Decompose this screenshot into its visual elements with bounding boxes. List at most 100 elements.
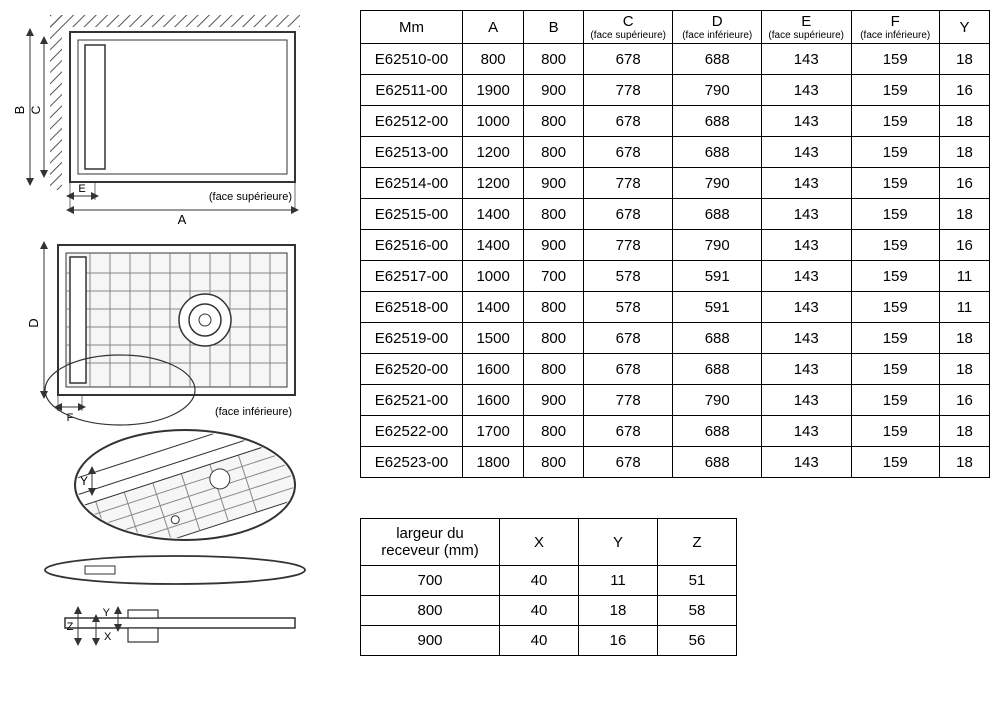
- table-cell: E62520-00: [361, 354, 463, 385]
- table-cell: 159: [851, 75, 939, 106]
- label-face-sup: (face supérieure): [209, 191, 292, 203]
- table-cell: 159: [851, 416, 939, 447]
- dim-F: F: [67, 412, 74, 424]
- table-cell: 790: [673, 75, 761, 106]
- table-row: 700401151: [361, 566, 737, 596]
- small-col-header: Z: [658, 519, 737, 566]
- table-cell: 143: [761, 199, 851, 230]
- table-cell: 159: [851, 323, 939, 354]
- table-cell: 1400: [462, 230, 523, 261]
- table-cell: 1000: [462, 261, 523, 292]
- table-row: E62516-00140090077879014315916: [361, 230, 990, 261]
- table-cell: 800: [524, 292, 584, 323]
- table-row: 800401858: [361, 596, 737, 626]
- table-cell: 688: [673, 44, 761, 75]
- table-cell: 800: [524, 137, 584, 168]
- table-cell: 159: [851, 354, 939, 385]
- table-cell: 688: [673, 323, 761, 354]
- table-cell: 1200: [462, 168, 523, 199]
- table-cell: 800: [524, 416, 584, 447]
- table-cell: 18: [939, 137, 989, 168]
- table-cell: 700: [361, 566, 500, 596]
- table-cell: 40: [500, 596, 579, 626]
- profile-view: Z X Y: [45, 556, 305, 643]
- table-cell: 1900: [462, 75, 523, 106]
- table-cell: 18: [939, 447, 989, 478]
- table-cell: 678: [583, 323, 673, 354]
- table-cell: 143: [761, 261, 851, 292]
- table-cell: 40: [500, 626, 579, 656]
- table-cell: E62523-00: [361, 447, 463, 478]
- main-col-header: E(face supérieure): [761, 11, 851, 44]
- table-row: E62515-00140080067868814315918: [361, 199, 990, 230]
- table-cell: E62522-00: [361, 416, 463, 447]
- table-cell: 591: [673, 261, 761, 292]
- table-cell: 159: [851, 230, 939, 261]
- table-cell: 900: [524, 385, 584, 416]
- table-cell: E62521-00: [361, 385, 463, 416]
- table-row: E62519-00150080067868814315918: [361, 323, 990, 354]
- table-cell: 143: [761, 323, 851, 354]
- table-cell: 1500: [462, 323, 523, 354]
- table-cell: E62511-00: [361, 75, 463, 106]
- table-row: E62513-00120080067868814315918: [361, 137, 990, 168]
- main-col-header: Y: [939, 11, 989, 44]
- table-cell: 700: [524, 261, 584, 292]
- table-cell: 790: [673, 230, 761, 261]
- dim-Z: Z: [67, 621, 74, 633]
- table-cell: 1600: [462, 354, 523, 385]
- table-cell: 900: [524, 168, 584, 199]
- table-cell: 778: [583, 385, 673, 416]
- table-row: E62522-00170080067868814315918: [361, 416, 990, 447]
- table-cell: 16: [939, 75, 989, 106]
- table-row: E62510-0080080067868814315918: [361, 44, 990, 75]
- table-cell: 18: [939, 106, 989, 137]
- table-cell: 688: [673, 106, 761, 137]
- table-cell: 688: [673, 416, 761, 447]
- dim-Y2: Y: [103, 607, 111, 619]
- table-cell: 143: [761, 230, 851, 261]
- table-cell: 800: [524, 447, 584, 478]
- table-cell: 159: [851, 106, 939, 137]
- table-row: E62523-00180080067868814315918: [361, 447, 990, 478]
- dim-Y: Y: [80, 474, 88, 488]
- table-cell: 900: [361, 626, 500, 656]
- table-cell: 143: [761, 44, 851, 75]
- dim-C: C: [29, 105, 43, 114]
- table-cell: 678: [583, 137, 673, 168]
- technical-drawing: B C A E (face supérieure): [10, 10, 330, 670]
- dim-X: X: [104, 631, 112, 643]
- table-cell: E62519-00: [361, 323, 463, 354]
- table-cell: 800: [524, 323, 584, 354]
- dim-B: B: [12, 106, 27, 115]
- table-cell: 1700: [462, 416, 523, 447]
- table-cell: 56: [658, 626, 737, 656]
- small-col-header: X: [500, 519, 579, 566]
- main-col-header: B: [524, 11, 584, 44]
- table-cell: E62518-00: [361, 292, 463, 323]
- table-cell: 16: [939, 230, 989, 261]
- table-cell: E62512-00: [361, 106, 463, 137]
- table-cell: E62510-00: [361, 44, 463, 75]
- table-row: E62518-00140080057859114315911: [361, 292, 990, 323]
- table-cell: 18: [939, 199, 989, 230]
- table-row: E62520-00160080067868814315918: [361, 354, 990, 385]
- table-cell: 790: [673, 168, 761, 199]
- table-cell: 143: [761, 106, 851, 137]
- table-cell: 143: [761, 416, 851, 447]
- table-cell: 800: [524, 44, 584, 75]
- table-cell: 16: [939, 385, 989, 416]
- table-cell: 159: [851, 199, 939, 230]
- table-cell: 778: [583, 75, 673, 106]
- table-cell: 143: [761, 292, 851, 323]
- dimensions-table: MmABC(face supérieure)D(face inférieure)…: [360, 10, 990, 478]
- table-cell: 900: [524, 75, 584, 106]
- table-cell: 1400: [462, 199, 523, 230]
- table-cell: 578: [583, 292, 673, 323]
- main-col-header: A: [462, 11, 523, 44]
- table-cell: E62517-00: [361, 261, 463, 292]
- table-cell: 143: [761, 168, 851, 199]
- table-cell: 578: [583, 261, 673, 292]
- table-cell: 778: [583, 168, 673, 199]
- table-cell: 1800: [462, 447, 523, 478]
